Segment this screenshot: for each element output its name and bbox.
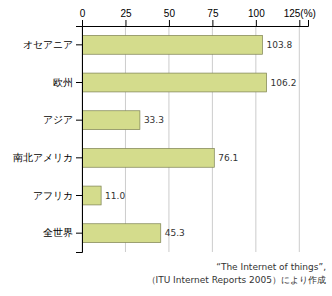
- bar: [82, 224, 161, 243]
- y-tick: 南北アメリカ: [13, 152, 82, 163]
- x-axis: 0 25 50 75 100 125(%): [80, 8, 316, 27]
- data-label: 76.1: [218, 153, 238, 163]
- y-tick-mark: [76, 120, 82, 121]
- bar: [82, 35, 262, 54]
- y-tick-mark: [76, 195, 82, 196]
- y-tick: アジア: [43, 114, 82, 125]
- x-tick-mark: [256, 20, 257, 26]
- x-axis-line: [83, 20, 309, 27]
- y-axis: 全世界 アフリカ 南北アメリカ アジア 欧州 オセアニア: [13, 27, 83, 253]
- y-tick-label: 全世界: [43, 227, 73, 238]
- y-tick-mark: [76, 233, 82, 234]
- bars: [82, 35, 267, 242]
- bar: [82, 148, 214, 167]
- bar: [82, 186, 101, 205]
- chart: 0 25 50 75 100 125(%) 全世界 アフリカ 南北アメリカ アジア 欧州 オセアニア 4…: [0, 0, 332, 296]
- x-tick: 50: [164, 8, 176, 26]
- x-tick-label: 125(%): [284, 8, 316, 19]
- x-tick-mark: [125, 20, 126, 26]
- grid: [82, 26, 299, 252]
- bar: [82, 73, 267, 92]
- x-tick-label: 75: [207, 8, 219, 19]
- y-tick: アフリカ: [33, 190, 82, 201]
- x-tick-mark: [169, 20, 170, 26]
- grid-line: [255, 26, 256, 252]
- source-note: “The Internet of things”,: [216, 262, 326, 272]
- data-label: 33.3: [144, 115, 164, 125]
- x-tick-mark: [82, 20, 83, 26]
- y-tick: 欧州: [53, 77, 82, 88]
- x-tick-label: 25: [120, 8, 132, 19]
- plot: 0 25 50 75 100 125(%) 全世界 アフリカ 南北アメリカ アジア 欧州 オセアニア 4…: [13, 8, 316, 253]
- x-tick: 0: [80, 8, 86, 26]
- y-tick-label: アジア: [43, 114, 73, 125]
- x-tick-mark: [212, 20, 213, 26]
- data-label: 106.2: [271, 78, 297, 88]
- y-tick-label: 南北アメリカ: [13, 152, 73, 163]
- x-tick-mark: [299, 20, 300, 26]
- grid-line: [212, 26, 213, 252]
- y-tick-label: アフリカ: [33, 190, 73, 201]
- annotations: “The Internet of things”, （ITU Internet R…: [147, 262, 327, 285]
- y-axis-line: [76, 27, 83, 253]
- data-label: 103.8: [266, 40, 292, 50]
- source-note: （ITU Internet Reports 2005）により作成: [147, 275, 327, 285]
- x-tick: 75: [207, 8, 219, 26]
- data-label: 45.3: [165, 228, 185, 238]
- y-tick-mark: [76, 82, 82, 83]
- x-tick-label: 100: [248, 8, 265, 19]
- grid-line: [125, 26, 126, 252]
- x-tick: 125(%): [284, 8, 316, 26]
- y-tick-mark: [76, 44, 82, 45]
- data-label: 11.0: [105, 191, 125, 201]
- x-tick-label: 50: [164, 8, 176, 19]
- x-tick: 100: [248, 8, 265, 26]
- data-labels: 45.3 11.0 76.1 33.3 106.2 103.8: [105, 40, 296, 238]
- y-tick: オセアニア: [23, 39, 82, 50]
- y-tick-label: 欧州: [53, 77, 73, 88]
- grid-line: [299, 26, 300, 252]
- bar: [82, 111, 140, 130]
- x-tick: 25: [120, 8, 132, 26]
- y-tick-label: オセアニア: [23, 39, 73, 50]
- grid-line: [168, 26, 169, 252]
- y-tick-mark: [76, 157, 82, 158]
- x-tick-label: 0: [80, 8, 86, 19]
- y-tick: 全世界: [43, 227, 82, 238]
